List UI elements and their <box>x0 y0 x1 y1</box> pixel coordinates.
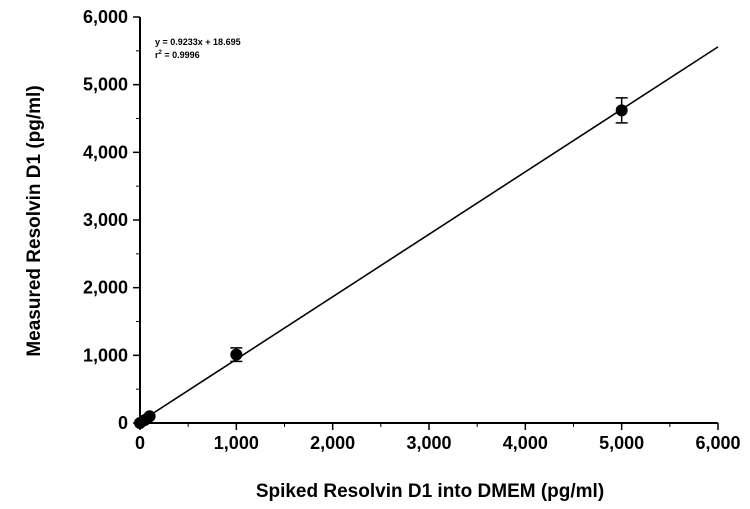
y-axis-title: Measured Resolvin D1 (pg/ml) <box>24 85 45 356</box>
fit-line-layer <box>139 46 719 423</box>
x-tick-label: 0 <box>135 433 145 453</box>
fit-annotation: y = 0.9233x + 18.695 r2 = 0.9996 <box>155 37 241 60</box>
x-tick-label: 2,000 <box>310 433 355 453</box>
x-tick-label: 3,000 <box>406 433 451 453</box>
y-tick-label: 2,000 <box>83 278 128 298</box>
r2-exponent: 2 <box>159 50 163 56</box>
x-tick-label: 6,000 <box>695 433 740 453</box>
x-tick-label: 5,000 <box>599 433 644 453</box>
y-tick-label: 1,000 <box>83 345 128 365</box>
data-point <box>143 410 156 423</box>
x-tick-label: 4,000 <box>503 433 548 453</box>
y-tick-label: 5,000 <box>83 75 128 95</box>
r2-value: = 0.9996 <box>162 50 200 60</box>
y-tick-label: 4,000 <box>83 142 128 162</box>
y-tick-label: 3,000 <box>83 210 128 230</box>
data-point <box>615 104 628 117</box>
data-point <box>230 348 243 361</box>
fit-equation: y = 0.9233x + 18.695 <box>155 37 241 47</box>
data-points-layer <box>134 97 628 429</box>
regression-line <box>139 46 719 423</box>
y-tick-label: 6,000 <box>83 7 128 27</box>
x-tick-label: 1,000 <box>214 433 259 453</box>
x-axis-title: Spiked Resolvin D1 into DMEM (pg/ml) <box>256 481 604 502</box>
fit-r-squared: r2 = 0.9996 <box>155 50 200 60</box>
r2-prefix: r <box>155 50 159 60</box>
y-tick-label: 0 <box>118 413 128 433</box>
axes: 0 1,000 2,000 3,000 4,000 5,000 6,000 0 1,000 2,0… <box>83 7 741 453</box>
